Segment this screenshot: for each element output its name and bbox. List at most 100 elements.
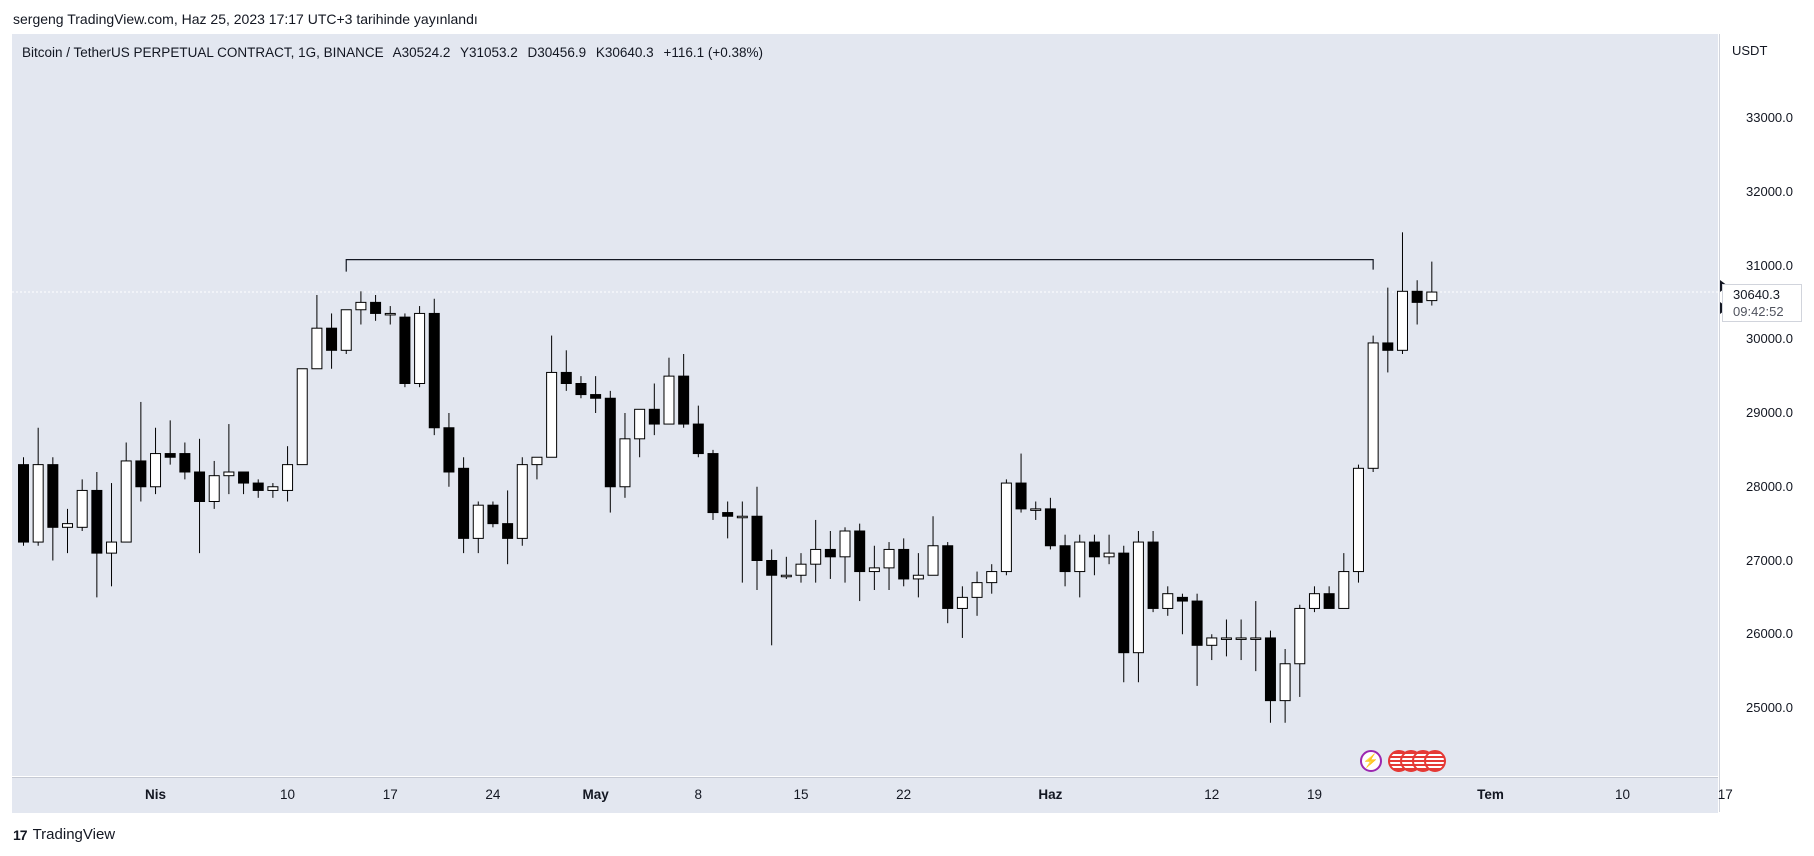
tradingview-logo-icon: 17 — [13, 826, 28, 843]
candle-down — [18, 464, 29, 543]
candle-down — [91, 489, 103, 554]
candle-down — [751, 515, 763, 561]
candle-up — [986, 571, 998, 584]
candle-up — [956, 596, 968, 609]
close-value: K30640.3 — [595, 45, 654, 60]
candle-down — [898, 548, 910, 580]
price-tick-label: 31000.0 — [1746, 257, 1793, 273]
candle-down — [194, 471, 206, 502]
candle-down — [252, 482, 264, 491]
candle-down — [135, 460, 147, 488]
candle-up — [296, 368, 308, 466]
candle-down — [399, 316, 411, 384]
time-axis[interactable]: Nis 10 17 24 May 8 15 22 Haz 12 19 Tem 10 17 — [12, 777, 1733, 813]
candle-down — [648, 408, 660, 425]
candle-down — [824, 548, 836, 558]
candle-up — [531, 456, 543, 466]
candle-up — [223, 471, 235, 477]
candle-down — [678, 375, 690, 425]
candle-up — [1220, 637, 1232, 640]
price-tick-label: 33000.0 — [1746, 110, 1793, 125]
candle-down — [604, 397, 616, 488]
candle-down — [1044, 508, 1056, 547]
candle-down — [502, 523, 514, 539]
tradingview-logo-text: TradingView — [32, 826, 116, 843]
candle-up — [1000, 482, 1012, 573]
time-tick-label: 10 — [280, 787, 296, 802]
candle-up — [355, 301, 367, 311]
tradingview-logo[interactable]: 17 TradingView — [13, 826, 115, 843]
candle-up — [516, 464, 528, 539]
candle-down — [1411, 290, 1423, 303]
symbol-name[interactable]: Bitcoin / TetherUS PERPETUAL CONTRACT, 1… — [22, 45, 384, 60]
candle-down — [1118, 552, 1130, 654]
time-tick-label: 10 — [1615, 787, 1631, 802]
candle-up — [414, 312, 426, 384]
candle-up — [62, 523, 74, 528]
candle-up — [1074, 541, 1086, 573]
candle-up — [1367, 342, 1379, 469]
candle-up — [883, 548, 895, 569]
candle-up — [1294, 607, 1306, 665]
candle-up — [106, 541, 118, 554]
candle-up — [1308, 593, 1320, 609]
candle-down — [766, 560, 778, 576]
price-tick-label: 25000.0 — [1746, 700, 1793, 715]
candle-up — [1250, 637, 1262, 640]
time-tick-label: 12 — [1204, 787, 1220, 802]
candle-up — [1396, 290, 1408, 351]
candle-down — [1015, 482, 1027, 510]
time-tick-label: 17 — [1717, 787, 1733, 802]
lightning-icon[interactable]: ⚡ — [1360, 750, 1382, 772]
candle-up — [663, 375, 675, 425]
candle-up — [282, 464, 294, 491]
candle-down — [722, 512, 734, 517]
candle-up — [1352, 467, 1364, 573]
high-value: Y31053.2 — [459, 45, 518, 60]
candle-down — [326, 327, 338, 351]
candle-up — [619, 438, 631, 488]
candle-down — [1147, 541, 1159, 609]
chart-pane[interactable] — [12, 34, 1718, 776]
candle-down — [560, 371, 572, 384]
candle-down — [692, 423, 704, 455]
currency-label: USDT — [1732, 43, 1768, 58]
candle-up — [76, 489, 88, 528]
time-tick-label: Tem — [1477, 787, 1504, 802]
us-flag-icon[interactable] — [1424, 750, 1446, 772]
candle-up — [267, 486, 279, 491]
candle-down — [1059, 545, 1071, 573]
time-tick-label: Nis — [145, 787, 167, 802]
candle-up — [1279, 663, 1291, 702]
candle-up — [971, 582, 983, 598]
change-value: +116.1 (+0.38%) — [663, 45, 764, 60]
time-tick-label: 22 — [896, 787, 912, 802]
candle-up — [795, 563, 807, 576]
candle-up — [1426, 291, 1438, 302]
candle-down — [164, 453, 176, 458]
price-tick-label: 32000.0 — [1746, 183, 1793, 199]
candle-up — [912, 574, 924, 580]
candle-down — [458, 467, 470, 539]
time-tick-label: Haz — [1038, 787, 1063, 802]
price-tick-label: 27000.0 — [1746, 552, 1793, 568]
symbol-legend[interactable]: Bitcoin / TetherUS PERPETUAL CONTRACT, 1… — [22, 45, 769, 60]
candle-up — [546, 371, 558, 458]
candle-up — [780, 574, 792, 578]
price-axis[interactable]: USDT 33000.0 32000.0 31000.0 30000.0 29000.0… — [1719, 34, 1803, 812]
time-tick-label: 8 — [694, 787, 703, 802]
candle-up — [1162, 593, 1174, 609]
candle-down — [575, 383, 587, 396]
candle-up — [868, 567, 880, 573]
candle-up — [839, 530, 851, 558]
candle-up — [32, 464, 44, 543]
candle-down — [942, 545, 954, 609]
last-price-label: 30640.3 09:42:52 — [1722, 284, 1802, 322]
candle-down — [590, 394, 602, 399]
price-tick-label: 30000.0 — [1746, 331, 1793, 347]
candle-up — [208, 475, 220, 502]
candle-down — [1088, 541, 1100, 558]
candle-up — [736, 515, 748, 519]
candle-down — [1264, 637, 1276, 702]
